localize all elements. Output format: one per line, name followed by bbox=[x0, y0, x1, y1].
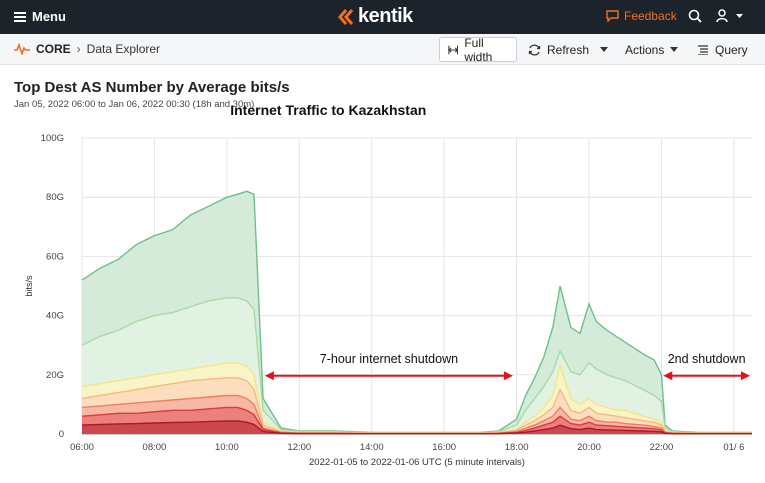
x-tick-label: 14:00 bbox=[360, 442, 384, 453]
x-tick-label: 18:00 bbox=[505, 442, 529, 453]
shutdown-annotation-2: 2nd shutdown bbox=[668, 352, 746, 366]
y-tick-label: 100G bbox=[41, 133, 64, 144]
y-tick-label: 40G bbox=[46, 311, 64, 322]
user-menu-icon[interactable] bbox=[716, 9, 746, 23]
arrow-head-left bbox=[264, 371, 274, 381]
series-area-7 bbox=[82, 421, 752, 434]
menu-label: Menu bbox=[32, 9, 66, 24]
page-toolbar: CORE › Data Explorer Full width Refresh … bbox=[0, 34, 765, 65]
x-tick-label: 10:00 bbox=[215, 442, 239, 453]
top-nav-bar: Menu kentik Feedback bbox=[0, 0, 765, 34]
refresh-button[interactable]: Refresh bbox=[520, 37, 597, 62]
full-width-icon bbox=[448, 45, 458, 54]
feedback-icon bbox=[606, 10, 619, 22]
y-tick-label: 0 bbox=[59, 429, 64, 440]
series-line-1 bbox=[81, 190, 752, 434]
shutdown-annotation-1: 7-hour internet shutdown bbox=[320, 352, 458, 366]
breadcrumb-core[interactable]: CORE bbox=[36, 42, 71, 56]
query-button[interactable]: Query bbox=[689, 37, 756, 62]
query-list-icon bbox=[698, 44, 708, 55]
x-axis-label: 2022-01-05 to 2022-01-06 UTC (5 minute i… bbox=[309, 457, 525, 468]
menu-button[interactable]: Menu bbox=[14, 9, 66, 24]
chart-title: Top Dest AS Number by Average bits/s bbox=[14, 79, 290, 96]
hamburger-icon bbox=[14, 11, 26, 22]
x-tick-label: 06:00 bbox=[70, 442, 94, 453]
chart-annotation-title: Internet Traffic to Kazakhstan bbox=[230, 102, 426, 118]
pulse-icon bbox=[14, 43, 30, 55]
caret-down-icon bbox=[600, 47, 608, 52]
y-tick-label: 20G bbox=[46, 370, 64, 381]
x-tick-label: 01/ 6 bbox=[723, 442, 744, 453]
breadcrumb: CORE › Data Explorer bbox=[14, 42, 160, 56]
full-width-label: Full width bbox=[464, 35, 493, 64]
arrow-head-right bbox=[741, 371, 750, 381]
kentik-chevrons-icon bbox=[338, 8, 354, 25]
arrow-head-left bbox=[663, 371, 673, 381]
series-line-7 bbox=[81, 420, 752, 435]
series-line-4 bbox=[81, 377, 752, 435]
caret-down-icon bbox=[670, 47, 679, 52]
x-tick-label: 20:00 bbox=[577, 442, 601, 453]
search-icon[interactable] bbox=[688, 9, 702, 23]
x-tick-label: 16:00 bbox=[432, 442, 456, 453]
chevron-right-icon: › bbox=[76, 42, 81, 56]
y-axis-label: bits/s bbox=[24, 275, 34, 297]
y-tick-label: 60G bbox=[46, 251, 64, 262]
feedback-label: Feedback bbox=[624, 9, 677, 23]
query-label: Query bbox=[715, 42, 748, 57]
chart-subtitle: Jan 05, 2022 06:00 to Jan 06, 2022 00:30… bbox=[14, 99, 255, 110]
logo-text: kentik bbox=[358, 5, 413, 27]
series-line-2 bbox=[81, 297, 752, 434]
breadcrumb-data-explorer: Data Explorer bbox=[86, 42, 161, 56]
kentik-logo[interactable]: kentik bbox=[338, 5, 413, 28]
x-tick-label: 08:00 bbox=[143, 442, 167, 453]
x-tick-label: 22:00 bbox=[650, 442, 674, 453]
x-tick-label: 12:00 bbox=[287, 442, 311, 453]
feedback-button[interactable]: Feedback bbox=[606, 9, 677, 23]
y-tick-label: 80G bbox=[46, 192, 64, 203]
actions-button[interactable]: Actions bbox=[617, 37, 686, 62]
arrow-head-right bbox=[503, 371, 513, 381]
refresh-label: Refresh bbox=[547, 42, 590, 57]
refresh-dropdown-button[interactable] bbox=[592, 37, 616, 62]
full-width-button[interactable]: Full width bbox=[439, 35, 517, 64]
refresh-icon bbox=[528, 43, 541, 56]
actions-label: Actions bbox=[625, 42, 665, 57]
